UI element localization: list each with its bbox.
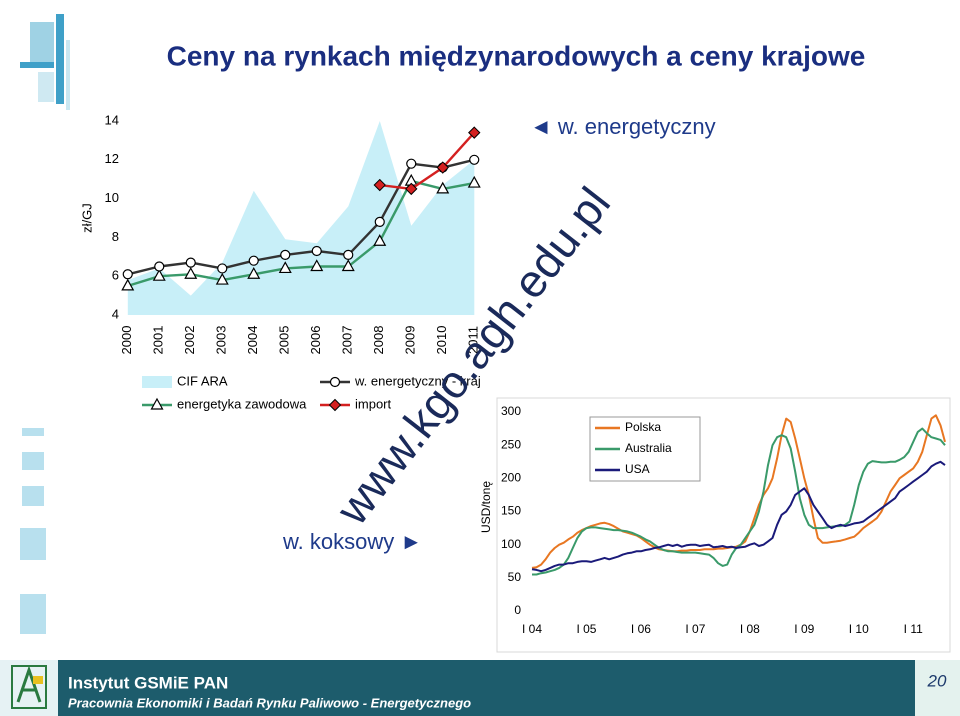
x-tick-label: I 08 xyxy=(740,622,760,636)
x-tick-label: I 05 xyxy=(576,622,596,636)
footer-page-bg xyxy=(915,660,960,716)
legend-label: w. energetyczny - kraj xyxy=(354,373,481,388)
marker xyxy=(311,245,322,257)
y-axis-label: zł/GJ xyxy=(79,203,94,233)
x-tick-label: 2011 xyxy=(466,326,481,354)
marker xyxy=(436,161,449,174)
y-tick-label: 0 xyxy=(514,603,521,617)
marker xyxy=(215,272,229,285)
marker xyxy=(248,255,259,266)
y-tick-label: 100 xyxy=(501,537,521,551)
y-tick-label: 200 xyxy=(501,471,521,485)
y-tick-label: 150 xyxy=(501,504,521,518)
marker xyxy=(154,261,165,272)
x-tick-label: 2010 xyxy=(434,326,449,355)
legend-label: USA xyxy=(625,462,650,476)
x-tick-label: I 11 xyxy=(904,622,923,636)
legend-marker xyxy=(329,376,341,388)
y-tick-label: 4 xyxy=(112,306,119,321)
legend-label: Australia xyxy=(625,441,672,455)
y-tick-label: 6 xyxy=(112,268,119,283)
legend-label: Polska xyxy=(625,420,661,434)
series-line xyxy=(127,179,475,288)
x-tick-label: I 07 xyxy=(685,622,705,636)
annotation: w. koksowy ► xyxy=(282,529,422,554)
y-tick-label: 12 xyxy=(105,151,119,166)
y-tick-label: 10 xyxy=(105,190,119,205)
legend-marker xyxy=(150,397,164,410)
x-tick-label: 2008 xyxy=(371,326,386,355)
x-tick-label: 2002 xyxy=(182,326,197,355)
x-tick-label: I 04 xyxy=(522,622,542,636)
marker xyxy=(374,216,385,227)
legend-label: CIF ARA xyxy=(177,373,228,388)
series-line xyxy=(531,460,946,573)
x-tick-label: I 06 xyxy=(631,622,651,636)
x-tick-label: 2009 xyxy=(403,326,418,355)
marker xyxy=(343,249,354,260)
chart-frame xyxy=(496,397,951,653)
legend-label: energetyka zawodowa xyxy=(177,396,307,411)
x-tick-label: I 09 xyxy=(794,622,814,636)
x-tick-label: 2003 xyxy=(214,326,229,355)
legend-swatch xyxy=(142,376,172,388)
series-line xyxy=(127,158,475,276)
slide-title: Ceny na rynkach międzynarodowych a ceny … xyxy=(167,40,866,71)
marker xyxy=(184,267,198,279)
area xyxy=(127,121,475,315)
y-tick-label: 14 xyxy=(105,112,119,127)
marker xyxy=(405,182,418,196)
marker xyxy=(373,234,387,246)
marker xyxy=(436,181,450,194)
x-tick-label: 2006 xyxy=(308,326,323,355)
marker xyxy=(122,269,133,280)
y-tick-label: 50 xyxy=(508,570,522,584)
page-number: 20 xyxy=(927,671,947,690)
x-tick-label: I 10 xyxy=(849,622,869,636)
marker xyxy=(341,259,355,272)
x-tick-label: 2001 xyxy=(151,326,166,355)
annotation: ◄ w. energetyczny xyxy=(530,114,716,139)
x-tick-label: 2007 xyxy=(340,326,355,355)
y-tick-label: 300 xyxy=(501,404,521,418)
marker xyxy=(152,268,166,281)
x-tick-label: 2005 xyxy=(277,326,292,355)
marker xyxy=(468,126,481,139)
logo xyxy=(11,665,47,709)
y-tick-label: 8 xyxy=(112,229,119,244)
y-axis-label: USD/tonę xyxy=(479,481,493,533)
marker xyxy=(467,175,481,188)
x-tick-label: 2000 xyxy=(119,326,134,355)
marker xyxy=(185,257,196,268)
legend-label: import xyxy=(355,396,392,411)
series-line xyxy=(532,427,946,576)
decoration xyxy=(20,14,70,634)
legend-marker xyxy=(328,398,342,412)
footer-institute: Instytut GSMiE PAN xyxy=(68,673,228,692)
marker xyxy=(278,261,292,274)
marker xyxy=(280,249,291,260)
marker xyxy=(373,178,386,192)
marker xyxy=(406,158,417,169)
x-tick-label: 2004 xyxy=(245,326,260,355)
footer-bar xyxy=(0,660,960,716)
marker xyxy=(217,263,228,274)
marker xyxy=(469,154,480,165)
y-tick-label: 250 xyxy=(501,437,521,451)
series-line xyxy=(379,131,476,191)
marker xyxy=(310,259,324,272)
marker xyxy=(247,267,261,279)
footer-department: Pracownia Ekonomiki i Badań Rynku Paliwo… xyxy=(68,695,471,710)
marker xyxy=(121,278,135,291)
